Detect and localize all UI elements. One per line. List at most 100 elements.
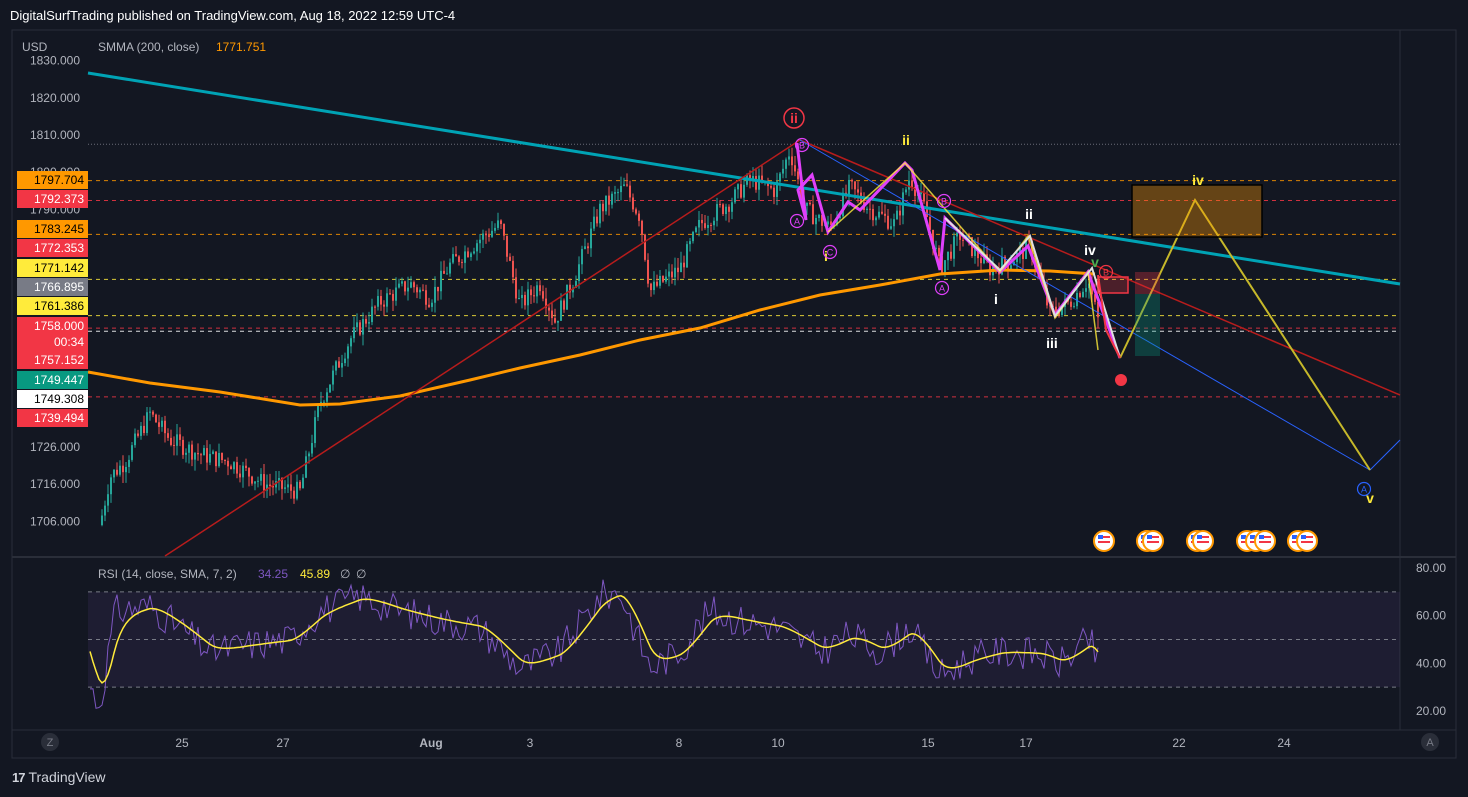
- candle-body[interactable]: [194, 453, 196, 460]
- candle-body[interactable]: [929, 217, 931, 230]
- candle-body[interactable]: [938, 247, 940, 257]
- candle-body[interactable]: [437, 286, 439, 292]
- candle-body[interactable]: [248, 468, 250, 477]
- candle-body[interactable]: [719, 204, 721, 206]
- candle-body[interactable]: [785, 159, 787, 169]
- descending-channel-line[interactable]: [799, 139, 1401, 396]
- candle-body[interactable]: [1085, 288, 1087, 292]
- candle-body[interactable]: [839, 216, 841, 219]
- candle-body[interactable]: [128, 459, 130, 467]
- wave-label[interactable]: ii: [902, 132, 910, 148]
- candle-body[interactable]: [206, 448, 208, 463]
- candle-body[interactable]: [422, 289, 424, 291]
- candle-body[interactable]: [272, 485, 274, 488]
- candle-body[interactable]: [413, 282, 415, 288]
- candle-body[interactable]: [350, 338, 352, 347]
- ascending-channel-line[interactable]: [164, 139, 801, 557]
- candle-body[interactable]: [1022, 248, 1024, 259]
- wave-label[interactable]: iii: [1046, 335, 1058, 351]
- candle-body[interactable]: [491, 230, 493, 237]
- candle-body[interactable]: [146, 412, 148, 433]
- candle-body[interactable]: [464, 251, 466, 263]
- candle-body[interactable]: [356, 322, 358, 328]
- candle-body[interactable]: [977, 246, 979, 259]
- projection-yellow[interactable]: [1119, 197, 1371, 471]
- abc-label[interactable]: A: [794, 217, 800, 227]
- candle-body[interactable]: [395, 287, 397, 301]
- candle-body[interactable]: [515, 277, 517, 299]
- candle-body[interactable]: [737, 184, 739, 190]
- candle-body[interactable]: [404, 281, 406, 292]
- candle-body[interactable]: [668, 271, 670, 277]
- candle-body[interactable]: [425, 290, 427, 305]
- resistance-box[interactable]: [1097, 276, 1129, 294]
- candle-body[interactable]: [314, 417, 316, 444]
- price-tag[interactable]: [17, 278, 88, 296]
- candle-body[interactable]: [485, 233, 487, 236]
- candle-body[interactable]: [677, 267, 679, 273]
- candle-body[interactable]: [563, 300, 565, 310]
- candle-body[interactable]: [854, 181, 856, 190]
- candle-body[interactable]: [779, 173, 781, 182]
- candle-body[interactable]: [722, 204, 724, 215]
- candle-body[interactable]: [692, 231, 694, 242]
- candle-body[interactable]: [794, 165, 796, 172]
- candle-body[interactable]: [107, 494, 109, 506]
- candle-body[interactable]: [704, 223, 706, 228]
- candle-body[interactable]: [893, 219, 895, 227]
- candle-body[interactable]: [866, 208, 868, 211]
- candle-body[interactable]: [899, 210, 901, 216]
- candle-body[interactable]: [182, 439, 184, 455]
- rsi-chart[interactable]: [88, 579, 1400, 709]
- projection-line-blue[interactable]: [799, 139, 1371, 471]
- wave-label[interactable]: i: [824, 248, 828, 264]
- candle-body[interactable]: [443, 270, 445, 274]
- candle-body[interactable]: [875, 217, 877, 221]
- candle-body[interactable]: [164, 420, 166, 434]
- candle-body[interactable]: [698, 219, 700, 228]
- candle-body[interactable]: [713, 220, 715, 226]
- candle-body[interactable]: [119, 465, 121, 475]
- candle-body[interactable]: [560, 300, 562, 321]
- candle-body[interactable]: [680, 262, 682, 273]
- price-tag[interactable]: [17, 317, 88, 351]
- candle-body[interactable]: [584, 246, 586, 250]
- candle-body[interactable]: [596, 216, 598, 224]
- candle-body[interactable]: [956, 232, 958, 237]
- candle-body[interactable]: [380, 296, 382, 305]
- candle-body[interactable]: [710, 225, 712, 227]
- candle-body[interactable]: [329, 384, 331, 393]
- candle-body[interactable]: [140, 425, 142, 436]
- candle-body[interactable]: [503, 223, 505, 236]
- candle-body[interactable]: [896, 210, 898, 220]
- candle-body[interactable]: [215, 451, 217, 467]
- candle-body[interactable]: [752, 176, 754, 180]
- candle-body[interactable]: [203, 448, 205, 456]
- descending-trendline[interactable]: [87, 71, 1401, 286]
- candle-body[interactable]: [944, 260, 946, 274]
- candle-body[interactable]: [122, 465, 124, 473]
- candle-body[interactable]: [881, 211, 883, 214]
- pattern-magenta[interactable]: [795, 142, 1122, 359]
- candle-body[interactable]: [590, 228, 592, 249]
- candle-body[interactable]: [908, 180, 910, 190]
- candle-body[interactable]: [134, 433, 136, 446]
- candle-body[interactable]: [1097, 301, 1099, 318]
- candle-body[interactable]: [392, 293, 394, 301]
- candle-body[interactable]: [551, 310, 553, 319]
- candle-body[interactable]: [308, 453, 310, 457]
- candle-body[interactable]: [236, 462, 238, 474]
- candle-body[interactable]: [542, 291, 544, 299]
- candle-body[interactable]: [116, 469, 118, 475]
- candle-body[interactable]: [143, 425, 145, 433]
- candle-body[interactable]: [158, 422, 160, 427]
- candle-body[interactable]: [608, 195, 610, 205]
- candle-body[interactable]: [500, 220, 502, 224]
- candle-body[interactable]: [377, 296, 379, 307]
- candle-body[interactable]: [509, 256, 511, 261]
- candle-body[interactable]: [254, 481, 256, 484]
- candle-body[interactable]: [566, 284, 568, 310]
- candle-body[interactable]: [428, 304, 430, 307]
- candle-body[interactable]: [959, 232, 961, 240]
- candle-body[interactable]: [137, 433, 139, 436]
